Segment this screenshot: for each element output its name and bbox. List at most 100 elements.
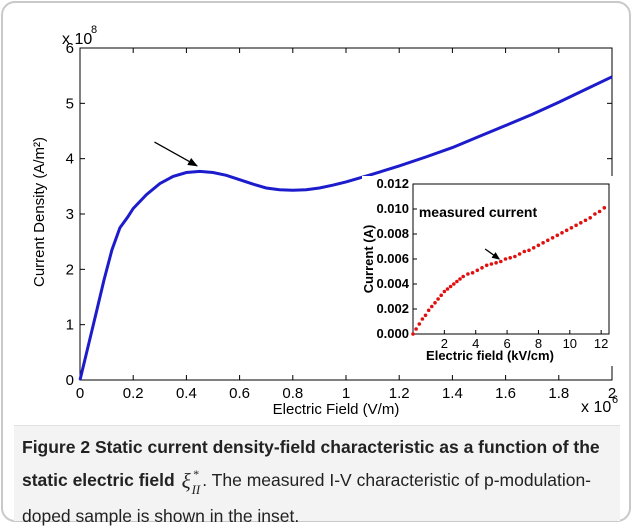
main-y-tick-label: 5 — [66, 95, 74, 112]
inset-series-points — [411, 206, 607, 336]
inset-y-tick-label: 0.002 — [376, 301, 409, 316]
inset-data-point — [439, 293, 444, 298]
inset-y-tick-label: 0.008 — [376, 226, 409, 241]
inset-data-point — [531, 246, 536, 250]
main-x-tick-label: 0.4 — [176, 385, 197, 402]
inset-x-axis-label: Electric field (kV/cm) — [426, 348, 554, 363]
inset-data-point — [536, 243, 541, 248]
caption-body: . The measured I-V characteristic of p-m… — [22, 470, 591, 526]
inset-data-point — [513, 254, 517, 259]
inset-data-point — [436, 297, 440, 301]
inset-data-point — [430, 304, 434, 309]
inset-y-ticks: 0.000 0.002 0.004 0.006 0.008 0.010 0.012 — [376, 176, 417, 341]
inset-data-point — [560, 231, 564, 235]
inset-data-point — [564, 228, 569, 233]
inset-data-point — [423, 313, 428, 318]
main-x-axis-label: Electric Field (V/m) — [273, 401, 400, 418]
inset-arrow-annotation — [484, 248, 501, 260]
inset-data-point — [522, 249, 527, 254]
inset-y-axis-label: Current (A) — [361, 225, 376, 294]
main-y-tick-label: 6 — [66, 40, 74, 57]
inset-data-point — [475, 268, 480, 273]
main-x-tick-label: 2 — [608, 385, 616, 402]
main-x-tick-label: 1.2 — [389, 385, 410, 402]
inset-x-tick-label: 6 — [503, 336, 510, 351]
inset-data-point — [433, 301, 437, 305]
main-y-tick-label: 3 — [66, 206, 74, 223]
inset-data-point — [588, 216, 592, 220]
inset-data-point — [452, 282, 456, 286]
inset-y-tick-label: 0.000 — [376, 326, 409, 341]
caption-title: Static current density-field characteris… — [22, 437, 600, 490]
inset-y-tick-label: 0.006 — [376, 251, 409, 266]
inset-data-point — [442, 289, 447, 294]
main-y-multiplier-exp: 8 — [91, 24, 97, 36]
inset-data-point — [426, 308, 431, 313]
inset-data-point — [503, 257, 508, 261]
inset-data-point — [466, 272, 470, 276]
inset-x-tick-label: 12 — [594, 336, 608, 351]
inset-data-point — [461, 274, 466, 279]
main-x-tick-label: 1 — [342, 385, 350, 402]
main-x-tick-label: 1.4 — [442, 385, 463, 402]
main-x-tick-label: 1.6 — [495, 385, 516, 402]
main-x-tick-label: 0 — [76, 385, 84, 402]
inset-data-point — [484, 263, 489, 268]
figure-caption: Figure 2 Static current density-field ch… — [14, 425, 620, 526]
inset-data-point — [569, 226, 574, 230]
main-y-tick-label: 1 — [66, 317, 74, 334]
inset-x-ticks: 2 4 6 8 10 12 — [441, 330, 608, 351]
inset-y-tick-label: 0.004 — [376, 276, 409, 291]
inset-data-point — [579, 221, 583, 225]
inset-title: measured current — [419, 204, 538, 220]
main-x-tick-label: 1.8 — [548, 385, 569, 402]
main-x-multiplier-exp: 6 — [612, 394, 618, 406]
inset-data-point — [455, 279, 459, 284]
inset-x-tick-label: 10 — [563, 336, 577, 351]
main-x-ticks: 0 0.2 0.4 0.6 0.8 1 1.2 1.4 1.6 1.8 2 — [76, 48, 616, 402]
inset-data-point — [445, 287, 450, 291]
inset-data-point — [550, 236, 555, 240]
inset-data-point — [458, 277, 462, 281]
main-y-tick-label: 4 — [66, 151, 74, 168]
caption-label: Figure 2 — [22, 437, 91, 457]
inset-data-point — [602, 206, 607, 210]
main-y-axis-label: Current Density (A/m²) — [31, 137, 48, 287]
inset-data-point — [597, 209, 602, 214]
main-x-multiplier: x 10 — [581, 399, 611, 416]
main-x-tick-label: 0.8 — [282, 385, 303, 402]
inset-data-point — [541, 241, 545, 245]
inset-data-point — [546, 238, 550, 243]
main-y-tick-label: 0 — [66, 372, 74, 389]
main-x-tick-label: 0.6 — [229, 385, 250, 402]
inset-x-tick-label: 4 — [472, 336, 479, 351]
inset-data-point — [420, 317, 425, 321]
inset-data-point — [499, 259, 503, 264]
inset-data-point — [448, 284, 453, 289]
inset-data-point — [494, 261, 498, 265]
inset-data-point — [593, 212, 597, 216]
inset-y-tick-label: 0.010 — [376, 201, 409, 216]
inset-data-point — [574, 223, 578, 228]
main-x-tick-label: 0.2 — [123, 385, 144, 402]
inset-data-point — [411, 332, 415, 336]
inset-data-point — [417, 322, 422, 326]
inset-x-tick-label: 2 — [441, 336, 448, 351]
caption-symbol: ξ *II — [181, 467, 201, 497]
inset-data-point — [480, 266, 484, 270]
main-series-line — [78, 75, 613, 381]
main-arrow-annotation — [154, 141, 198, 167]
inset-data-point — [508, 255, 512, 260]
inset-data-point — [555, 233, 560, 238]
inset-plot: 2 4 6 8 10 12 0.0000.0020.0040.0060.0080.0100… — [361, 176, 616, 366]
inset-data-point — [517, 252, 522, 256]
inset-data-point — [527, 248, 531, 253]
inset-data-point — [414, 327, 418, 331]
inset-data-point — [470, 271, 475, 275]
inset-y-tick-label: 0.012 — [376, 176, 409, 191]
inset-x-tick-label: 8 — [535, 336, 542, 351]
inset-data-point — [489, 262, 494, 266]
inset-data-point — [583, 218, 588, 223]
